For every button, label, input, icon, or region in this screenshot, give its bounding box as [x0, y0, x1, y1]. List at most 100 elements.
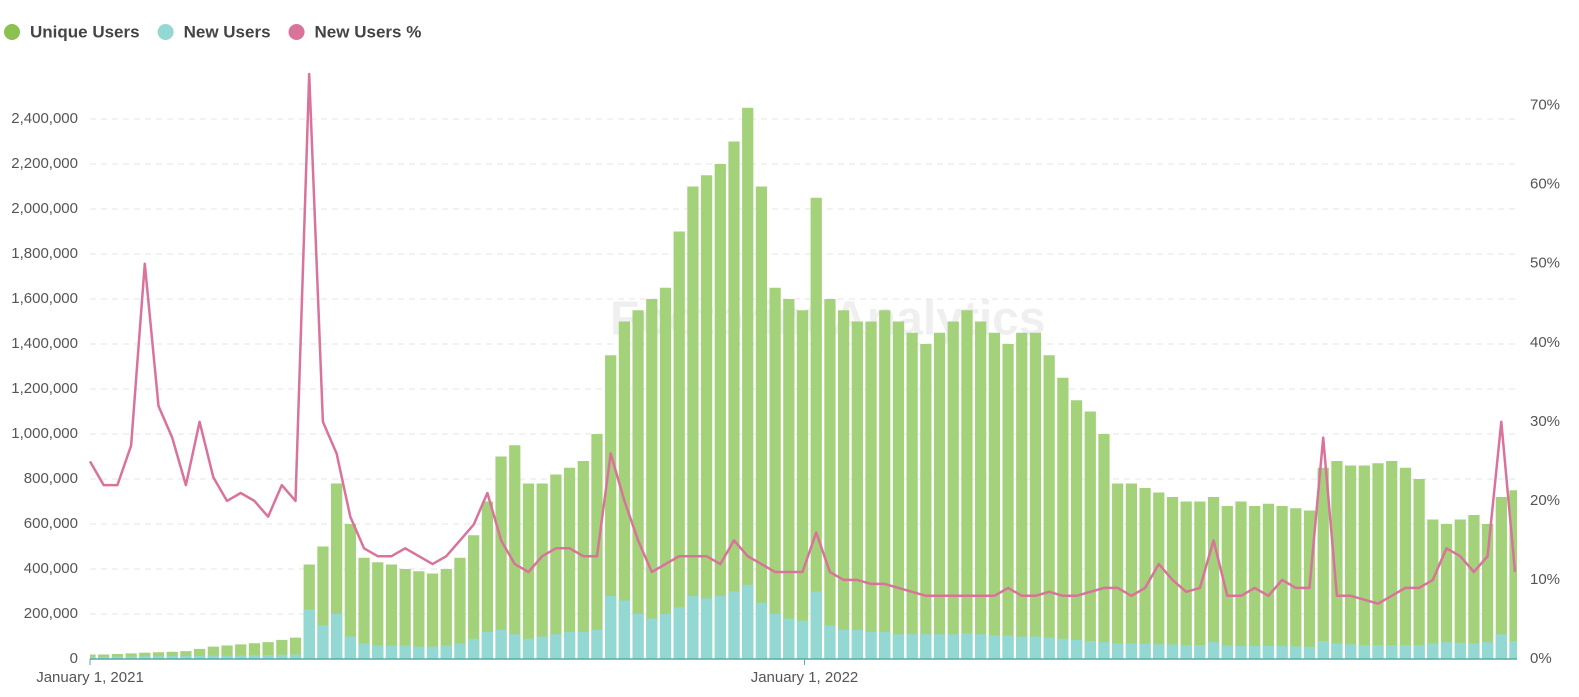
- bar: [933, 634, 946, 659]
- bar: [838, 629, 850, 659]
- bar: [824, 299, 836, 659]
- bar: [1344, 644, 1357, 659]
- bar: [509, 445, 521, 659]
- y2-tick-label: 0%: [1530, 650, 1552, 667]
- bar: [139, 652, 151, 659]
- y2-tick-label: 30%: [1530, 413, 1560, 430]
- bar: [879, 310, 891, 659]
- bar: [920, 634, 932, 659]
- bar: [166, 656, 178, 659]
- bar: [1372, 463, 1384, 659]
- bar: [1221, 506, 1233, 659]
- bar: [1139, 488, 1151, 659]
- bar: [1276, 645, 1288, 659]
- bar: [468, 535, 480, 659]
- legend-label: New Users: [184, 22, 271, 41]
- bar: [1358, 645, 1370, 659]
- bar: [276, 639, 288, 659]
- bar: [659, 614, 672, 659]
- x-tick-label: January 1, 2022: [751, 669, 859, 686]
- bar: [879, 632, 891, 659]
- bar: [331, 483, 343, 659]
- legend-label: New Users %: [315, 22, 422, 41]
- bar: [399, 569, 411, 659]
- bar: [988, 635, 1000, 659]
- y2-tick-label: 20%: [1530, 492, 1560, 509]
- bar: [769, 287, 781, 659]
- bar: [920, 344, 932, 659]
- bar: [1331, 461, 1343, 659]
- bar: [125, 656, 137, 659]
- bar: [1125, 483, 1137, 659]
- bar: [1454, 642, 1466, 659]
- bar: [1016, 636, 1028, 659]
- bar: [125, 653, 137, 659]
- bar: [399, 645, 411, 659]
- bar: [810, 197, 822, 659]
- bar: [426, 573, 439, 659]
- bar: [1153, 492, 1165, 659]
- bar: [1262, 503, 1275, 659]
- bar: [988, 332, 1000, 659]
- bar: [1194, 501, 1206, 659]
- bar: [563, 632, 576, 659]
- bar: [317, 625, 329, 659]
- bar: [563, 467, 576, 659]
- bar: [947, 634, 959, 659]
- line: [88, 72, 1517, 605]
- bar: [838, 310, 850, 659]
- bar: [152, 656, 165, 659]
- y2-tick-label: 70%: [1530, 97, 1560, 114]
- bar: [1290, 508, 1302, 659]
- bar: [1235, 645, 1247, 659]
- bar: [1029, 636, 1042, 659]
- bar: [1098, 642, 1110, 659]
- bar: [687, 186, 699, 659]
- bar: [331, 614, 343, 659]
- bar: [111, 656, 124, 659]
- legend-marker: [4, 24, 20, 40]
- bar: [289, 654, 302, 659]
- bar: [1468, 643, 1480, 659]
- bar: [289, 637, 302, 659]
- y-tick-label: 1,000,000: [11, 425, 78, 442]
- y2-tick-label: 50%: [1530, 255, 1560, 272]
- bar: [344, 524, 356, 659]
- bar: [906, 332, 918, 659]
- bar: [1070, 400, 1083, 659]
- bar: [728, 141, 740, 659]
- bar: [975, 634, 987, 659]
- bar: [481, 632, 493, 659]
- bar: [426, 646, 439, 659]
- bar: [796, 310, 809, 659]
- bar: [1331, 643, 1343, 659]
- bar: [180, 656, 192, 659]
- bar: [1112, 643, 1124, 659]
- bar: [933, 332, 946, 659]
- bar: [1386, 645, 1398, 659]
- bar: [783, 299, 795, 659]
- y-tick-label: 1,800,000: [11, 245, 78, 262]
- bar: [742, 107, 754, 659]
- bar: [385, 564, 398, 659]
- bar: [1303, 646, 1316, 659]
- legend-marker: [288, 24, 305, 40]
- bar: [975, 321, 987, 659]
- bar: [262, 654, 274, 659]
- bar: [1276, 506, 1288, 659]
- bar: [646, 299, 658, 659]
- bar: [1043, 355, 1055, 659]
- bar: [440, 645, 452, 659]
- bar: [755, 186, 768, 659]
- y2-tick-label: 40%: [1530, 334, 1560, 351]
- bar: [454, 557, 466, 659]
- bar: [344, 636, 356, 659]
- bar: [810, 591, 822, 659]
- bar: [1002, 635, 1014, 659]
- bar: [90, 656, 96, 659]
- bar: [961, 310, 973, 659]
- bar: [865, 632, 877, 659]
- bar: [1358, 465, 1370, 659]
- bar: [632, 614, 644, 659]
